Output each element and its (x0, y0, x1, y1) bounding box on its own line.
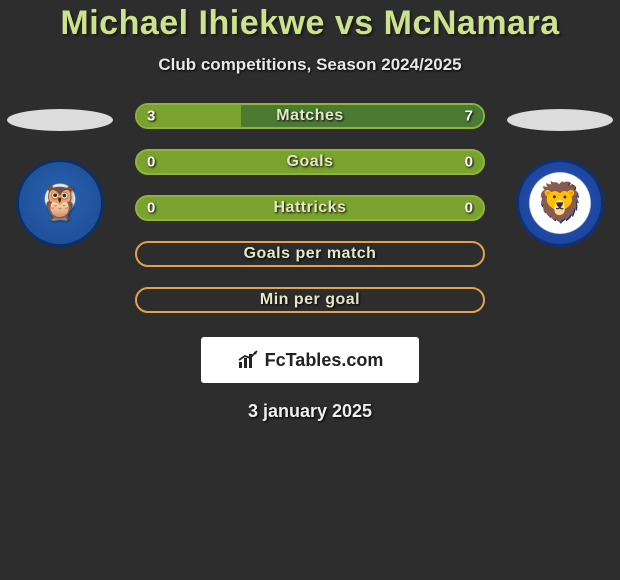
stat-label: Min per goal (260, 291, 360, 309)
title: Michael Ihiekwe vs McNamara (0, 4, 620, 43)
stat-label: Goals per match (244, 245, 377, 263)
stat-bar-matches: 3 7 Matches (135, 103, 485, 129)
stat-bar-gpm: Goals per match (135, 241, 485, 267)
owl-icon: 🦉 (39, 186, 81, 220)
stat-bar-mpg: Min per goal (135, 287, 485, 313)
vs-text: vs (335, 4, 374, 42)
stat-left-value: 0 (147, 154, 155, 171)
chart-icon (237, 350, 261, 370)
lion-icon: 🦁 (536, 184, 583, 222)
player2-column: 🦁 (500, 103, 620, 247)
stat-label: Matches (276, 107, 344, 125)
fctables-text: FcTables.com (265, 350, 384, 371)
content: 🦉 🦁 3 7 Matches 0 0 Goals 0 0 Hattricks Goals per… (0, 103, 620, 422)
stat-bar-hattricks: 0 0 Hattricks (135, 195, 485, 221)
stat-label: Hattricks (274, 199, 347, 217)
stat-right-value: 0 (465, 154, 473, 171)
fctables-logo: FcTables.com (201, 337, 419, 383)
player1-club-crest: 🦉 (16, 159, 104, 247)
player1-photo-placeholder (7, 109, 113, 131)
player2-club-crest: 🦁 (516, 159, 604, 247)
stat-left-value: 3 (147, 108, 155, 125)
stat-right-value: 0 (465, 200, 473, 217)
comparison-card: Michael Ihiekwe vs McNamara Club competi… (0, 0, 620, 422)
player1-column: 🦉 (0, 103, 120, 247)
subtitle: Club competitions, Season 2024/2025 (0, 55, 620, 75)
stat-right-value: 7 (465, 108, 473, 125)
player2-name: McNamara (384, 4, 560, 42)
stat-label: Goals (287, 153, 334, 171)
date: 3 january 2025 (0, 401, 620, 422)
stat-bar-goals: 0 0 Goals (135, 149, 485, 175)
player1-name: Michael Ihiekwe (60, 4, 325, 42)
player2-photo-placeholder (507, 109, 613, 131)
stat-bars: 3 7 Matches 0 0 Goals 0 0 Hattricks Goals per mat… (135, 103, 485, 313)
stat-left-value: 0 (147, 200, 155, 217)
